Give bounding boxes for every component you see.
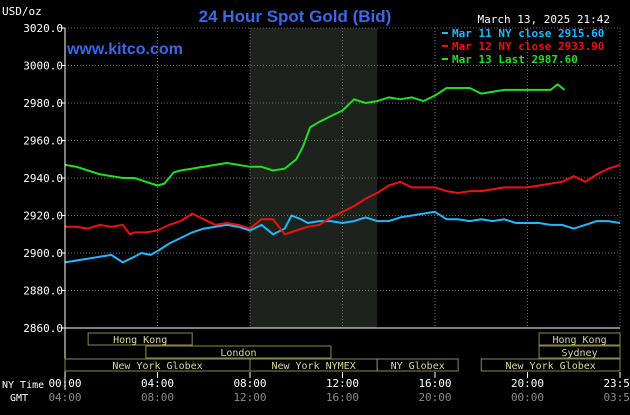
y-tick-label: 2960.0 <box>23 135 63 148</box>
y-tick-label: 3020.0 <box>23 22 63 35</box>
x-tick-label-gmt: 08:00 <box>141 391 174 404</box>
session-label: Sydney <box>561 348 597 359</box>
session-label: New York Globex <box>112 361 202 372</box>
series-line-0 <box>64 210 621 264</box>
session-box <box>145 345 332 359</box>
legend: Mar 11 NY close 2915.60 Mar 12 NY close … <box>442 27 604 66</box>
x-tick-label-ny: 16:00 <box>418 377 451 390</box>
x-tick-label-ny: 08:00 <box>233 377 266 390</box>
units-label: USD/oz <box>2 5 42 18</box>
session-box <box>376 358 459 372</box>
x-tick-label-gmt: 20:00 <box>418 391 451 404</box>
y-tick-label: 2880.0 <box>23 285 63 298</box>
y-tick-label: 2920.0 <box>23 210 63 223</box>
series-line-2 <box>64 83 566 187</box>
gmt-label: GMT <box>10 393 28 404</box>
y-tick-label: 2940.0 <box>23 172 63 185</box>
x-tick-label-ny: 23:59 <box>603 377 630 390</box>
legend-entry-mar12: Mar 12 NY close 2933.90 <box>452 40 604 53</box>
session-label: New York NYMEX <box>271 361 355 372</box>
session-label: Hong Kong <box>113 335 167 346</box>
watermark-url: www.kitco.com <box>66 41 183 58</box>
session-label: New York Globex <box>505 361 595 372</box>
x-tick-label-gmt: 12:00 <box>233 391 266 404</box>
y-tick-label: 3000.0 <box>23 60 63 73</box>
x-tick-label-gmt: 00:00 <box>511 391 544 404</box>
chart-title: 24 Hour Spot Gold (Bid) <box>199 7 392 26</box>
session-box <box>538 332 621 346</box>
legend-entry-mar11: Mar 11 NY close 2915.60 <box>452 27 604 40</box>
x-tick-label-ny: 20:00 <box>511 377 544 390</box>
nymex-session-shade <box>250 28 378 328</box>
x-tick-label-gmt: 16:00 <box>326 391 359 404</box>
session-box <box>538 345 621 359</box>
y-tick-label: 2980.0 <box>23 97 63 110</box>
ny-time-label: NY Time <box>2 380 44 391</box>
y-tick-label: 2900.0 <box>23 247 63 260</box>
x-tick-label-ny: 00:00 <box>48 377 81 390</box>
series-line-1 <box>65 163 621 236</box>
session-box <box>87 332 193 346</box>
x-tick-label-ny: 12:00 <box>326 377 359 390</box>
session-box <box>480 358 621 372</box>
timestamp: March 13, 2025 21:42 <box>478 13 610 26</box>
x-tick-label-gmt: 04:00 <box>48 391 81 404</box>
session-label: NY Globex <box>391 361 445 372</box>
session-label: London <box>220 348 256 359</box>
x-tick-label-gmt: 03:59 <box>603 391 630 404</box>
legend-entry-mar13: Mar 13 Last 2987.60 <box>452 53 578 66</box>
session-label: Hong Kong <box>552 335 606 346</box>
x-tick-label-ny: 04:00 <box>141 377 174 390</box>
y-tick-label: 2860.0 <box>23 322 63 335</box>
